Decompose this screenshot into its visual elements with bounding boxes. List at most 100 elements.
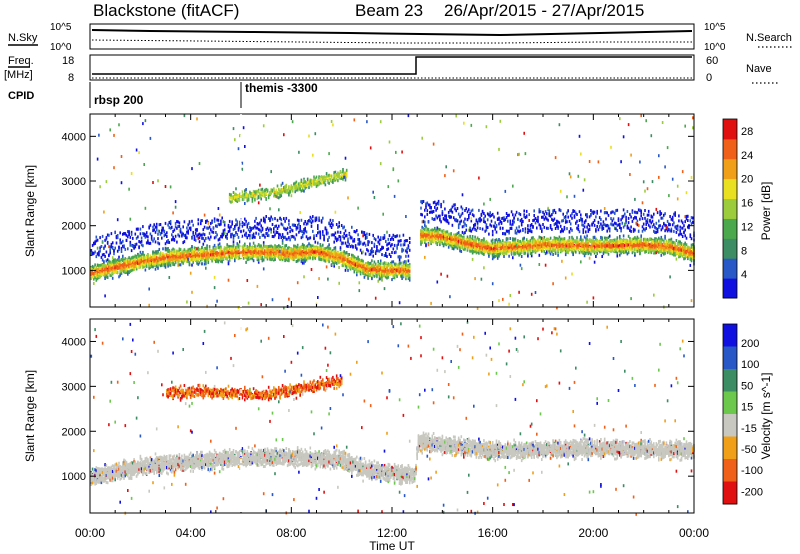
range-gate-cell <box>287 232 289 235</box>
cpid-label: CPID <box>8 90 34 102</box>
range-gate-cell <box>140 232 142 235</box>
range-gate-cell <box>103 260 105 263</box>
range-gate-cell <box>308 135 310 138</box>
range-gate-cell <box>347 269 349 272</box>
range-gate-cell <box>351 236 353 239</box>
cpid-entry: rbsp 200 <box>94 93 144 107</box>
range-gate-cell <box>175 200 177 203</box>
range-gate-cell <box>326 265 328 268</box>
range-gate-cell <box>388 238 390 241</box>
range-gate-cell <box>381 279 383 282</box>
range-gate-cell <box>332 224 334 227</box>
range-gate-cell <box>180 248 182 251</box>
range-gate-cell <box>371 247 373 250</box>
range-gate-cell <box>113 166 115 169</box>
range-gate-cell <box>195 239 197 242</box>
range-gate-cell <box>332 219 334 222</box>
range-gate-cell <box>322 244 324 247</box>
range-gate-cell <box>130 218 132 221</box>
range-gate-cell <box>286 217 288 220</box>
range-gate-cell <box>166 235 168 238</box>
range-gate-cell <box>215 247 217 250</box>
range-gate-cell <box>299 211 301 214</box>
range-gate-cell <box>338 282 340 285</box>
range-gate-cell <box>265 197 267 200</box>
range-gate-cell <box>296 233 298 236</box>
range-gate-cell <box>216 300 218 303</box>
range-gate-cell <box>374 243 376 246</box>
range-gate-cell <box>372 234 374 237</box>
range-gate-cell <box>282 182 284 185</box>
range-gate-cell <box>380 236 382 239</box>
range-gate-cell <box>284 220 286 223</box>
range-gate-cell <box>274 217 276 220</box>
range-gate-cell <box>379 242 381 245</box>
range-gate-cell <box>382 213 384 216</box>
range-gate-cell <box>259 236 261 239</box>
range-gate-cell <box>234 138 236 141</box>
range-gate-cell <box>268 234 270 237</box>
range-gate-cell <box>340 231 342 234</box>
range-gate-cell <box>180 263 182 266</box>
range-gate-cell <box>351 226 353 229</box>
range-gate-cell <box>224 221 226 224</box>
range-gate-cell <box>109 249 111 252</box>
range-gate-cell <box>315 257 317 260</box>
range-gate-cell <box>175 206 177 209</box>
range-gate-cell <box>386 255 388 258</box>
range-gate-cell <box>340 246 342 249</box>
range-gate-cell <box>186 227 188 230</box>
range-gate-cell <box>372 250 374 253</box>
range-gate-cell <box>375 297 377 300</box>
range-gate-cell <box>192 261 194 264</box>
range-gate-cell <box>125 248 127 251</box>
range-gate-cell <box>371 259 373 262</box>
range-gate-cell <box>308 186 310 189</box>
counts-panel: N.Sky 10^5 10^0 10^5 10^0 N.Search <box>8 22 792 53</box>
range-gate-cell <box>148 304 150 307</box>
range-gate-cell <box>396 234 398 237</box>
range-gate-cell <box>196 117 198 120</box>
range-gate-cell <box>147 239 149 242</box>
range-gate-cell <box>381 253 383 256</box>
range-gate-cell <box>135 245 137 248</box>
range-gate-cell <box>214 276 216 279</box>
range-gate-cell <box>119 231 121 234</box>
range-gate-cell <box>359 281 361 284</box>
range-gate-cell <box>185 234 187 237</box>
range-gate-cell <box>114 247 116 250</box>
range-gate-cell <box>162 227 164 230</box>
range-gate-cell <box>375 238 377 241</box>
range-gate-cell <box>179 221 181 224</box>
range-gate-cell <box>356 273 358 276</box>
power-scatter <box>91 114 695 310</box>
date-range: 26/Apr/2015 - 27/Apr/2015 <box>444 1 644 20</box>
range-gate-cell <box>195 232 197 235</box>
range-gate-cell <box>147 254 149 257</box>
range-gate-cell <box>286 244 288 247</box>
range-gate-cell <box>393 168 395 171</box>
range-gate-cell <box>170 220 172 223</box>
range-gate-cell <box>136 149 138 152</box>
range-gate-cell <box>244 223 246 226</box>
range-gate-cell <box>138 151 140 154</box>
nsky-label: N.Sky <box>8 32 38 44</box>
range-gate-cell <box>336 223 338 226</box>
range-gate-cell <box>152 181 154 184</box>
range-gate-cell <box>97 239 99 242</box>
range-gate-cell <box>191 237 193 240</box>
range-gate-cell <box>191 220 193 223</box>
range-gate-cell <box>231 200 233 203</box>
range-gate-cell <box>272 223 274 226</box>
range-gate-cell <box>153 237 155 240</box>
range-gate-cell <box>282 242 284 245</box>
range-gate-cell <box>394 276 396 279</box>
range-gate-cell <box>189 263 191 266</box>
range-gate-cell <box>239 223 241 226</box>
range-gate-cell <box>206 247 208 250</box>
range-gate-cell <box>399 301 401 304</box>
range-gate-cell <box>116 242 118 245</box>
range-gate-cell <box>303 275 305 278</box>
range-gate-cell <box>142 122 144 125</box>
